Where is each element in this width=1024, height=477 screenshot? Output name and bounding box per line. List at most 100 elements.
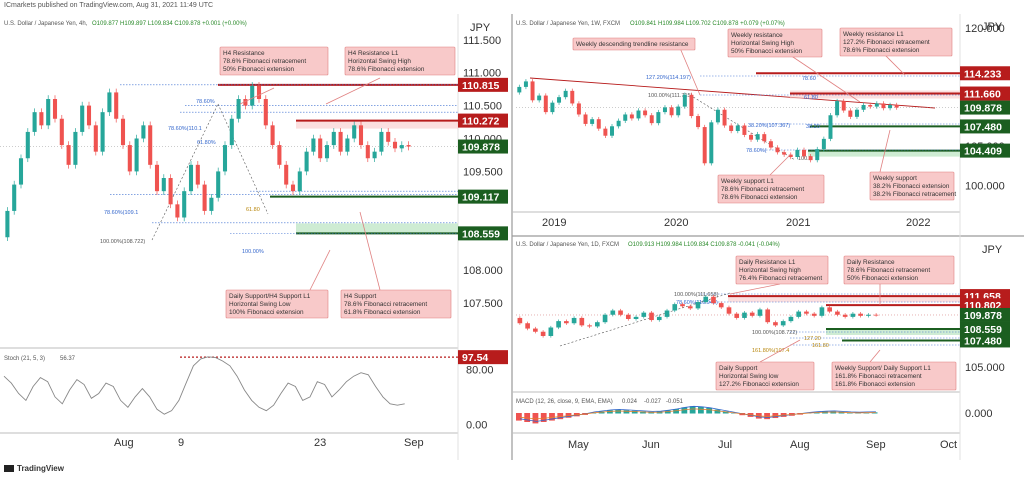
h4-candle <box>406 145 411 147</box>
h4-annotation-line: 78.6% Fibonacci retracement <box>344 301 427 308</box>
macd-hist-bar <box>524 413 531 422</box>
h4-y-tick: 108.000 <box>463 265 503 277</box>
weekly-annotation-line: Horizontal Swing High <box>731 40 794 47</box>
daily-x-tick: Jul <box>718 439 732 451</box>
stoch-value: 56.37 <box>60 356 76 362</box>
daily-candle <box>788 316 794 322</box>
h4-candle <box>80 105 85 132</box>
weekly-x-tick: 2019 <box>542 217 566 229</box>
h4-title: U.S. Dollar / Japanese Yen, 4h, <box>4 21 88 27</box>
tradingview-brand: TradingView <box>4 464 64 473</box>
weekly-fib-label: 61.80 <box>804 95 818 101</box>
h4-annotation-line: 61.8% Fibonacci extension <box>344 309 421 316</box>
h4-candle <box>154 164 160 192</box>
weekly-annotation-line: 38.2% Fibonacci extension <box>873 183 950 190</box>
macd-signal-line <box>520 408 876 420</box>
weekly-annotation-line: 127.2% Fibonacci retracement <box>843 39 930 46</box>
weekly-y-tick: 100.000 <box>965 180 1005 192</box>
daily-candle <box>827 307 832 312</box>
daily-candle <box>680 304 685 307</box>
weekly-candle <box>629 114 634 119</box>
daily-candle <box>687 306 693 309</box>
weekly-candle <box>788 154 793 157</box>
h4-candle <box>5 210 10 238</box>
h4-candle <box>304 151 309 172</box>
weekly-annotation-line: 50% Fibonacci extension <box>731 48 802 55</box>
daily-x-tick: Aug <box>790 439 810 451</box>
h4-annotation-box <box>344 46 456 76</box>
h4-candle <box>222 145 228 172</box>
daily-candle <box>773 322 778 326</box>
daily-candle <box>749 312 755 316</box>
weekly-candle <box>742 125 747 135</box>
weekly-level-tag-bg <box>960 119 1010 134</box>
daily-candle <box>649 312 654 321</box>
h4-candle <box>263 99 268 126</box>
weekly-candle <box>854 109 859 117</box>
weekly-annotation-line: Weekly support <box>873 175 917 182</box>
daily-candle <box>633 316 639 319</box>
weekly-x-tick: 2022 <box>906 217 930 229</box>
weekly-annotation-line: Weekly support L1 <box>721 178 774 185</box>
h4-fib-label: 78.60%(109.1 <box>104 210 138 216</box>
h4-candle <box>365 145 370 159</box>
daily-candle <box>734 313 740 318</box>
h4-candle <box>243 99 248 106</box>
weekly-level-tag: 114.233 <box>964 68 1002 80</box>
weekly-candle <box>868 105 873 107</box>
weekly-annotation-line: Weekly descending trendline resistance <box>576 41 689 48</box>
daily-fib-label: 100.00%(108.722) <box>752 330 797 336</box>
daily-candle <box>556 321 561 328</box>
h4-annotation-pointer <box>325 77 381 105</box>
weekly-level-tag-bg <box>960 66 1010 81</box>
daily-candle <box>718 303 724 308</box>
h4-annotation-pointer <box>309 249 331 291</box>
daily-candle <box>695 302 701 309</box>
weekly-trendline <box>529 77 936 109</box>
daily-currency: JPY <box>982 244 1003 256</box>
h4-x-tick: Sep <box>404 437 424 449</box>
h4-fib-label: 78.60% <box>196 99 215 105</box>
daily-candle <box>711 296 716 304</box>
h4-y-tick: 109.500 <box>463 166 503 178</box>
h4-candle <box>202 184 207 211</box>
weekly-candle <box>835 101 840 116</box>
h4-candle <box>399 145 404 149</box>
daily-level-tag: 107.480 <box>964 335 1002 347</box>
h4-y-tick: 111.000 <box>463 68 501 80</box>
h4-x-tick: 23 <box>314 437 326 449</box>
weekly-candle <box>775 147 780 153</box>
tradingview-logo-icon <box>4 465 14 473</box>
h4-level-tag: 109.117 <box>462 192 500 204</box>
h4-candle <box>141 125 146 139</box>
h4-resistance-zone <box>296 120 458 129</box>
macd-hist-bar <box>722 411 729 414</box>
daily-price-tag: 109.878 <box>964 310 1002 322</box>
weekly-level-tag-bg <box>960 143 1010 158</box>
weekly-candle <box>643 110 648 116</box>
h4-candle <box>168 178 173 205</box>
weekly-annotation-line: Weekly resistance L1 <box>843 31 904 38</box>
stoch-level-tag-bg <box>458 350 508 365</box>
daily-annotation-line: Daily Resistance L1 <box>739 259 796 266</box>
brand-label: TradingView <box>17 464 64 473</box>
daily-level-tag-bg <box>960 321 1010 336</box>
daily-level-tag: 108.559 <box>964 324 1002 336</box>
h4-candle <box>73 131 78 165</box>
h4-annotation-line: Horizontal Swing Low <box>229 301 291 308</box>
h4-candle <box>352 125 357 139</box>
h4-candle <box>386 131 391 142</box>
daily-candle <box>587 325 592 327</box>
h4-price-tag-bg <box>458 139 508 154</box>
h4-fib-label: 78.60%(110.1 <box>168 126 202 132</box>
weekly-candle <box>735 125 740 131</box>
h4-candle <box>195 164 200 185</box>
weekly-annotation-box <box>572 37 696 51</box>
h4-annotation-line: H4 Support <box>344 293 377 300</box>
daily-candle <box>858 313 863 316</box>
daily-price-tag-bg <box>960 307 1010 322</box>
weekly-candle <box>636 110 641 119</box>
daily-candle <box>540 331 546 336</box>
daily-candle <box>517 317 523 324</box>
